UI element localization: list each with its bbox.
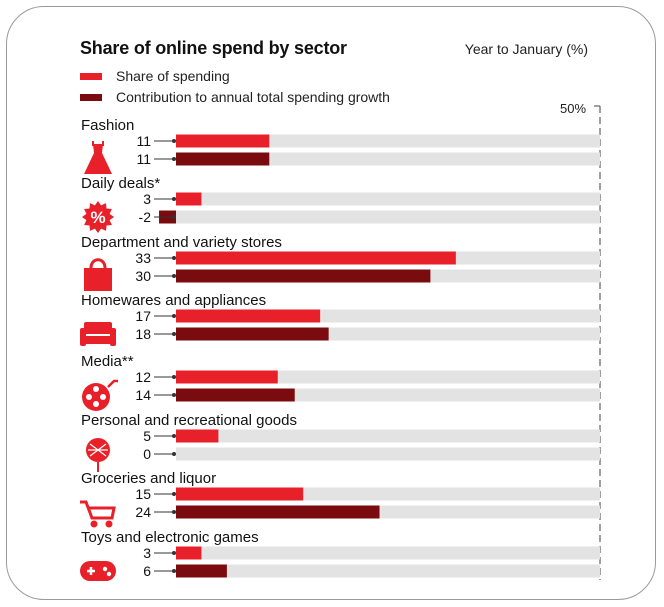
leader-dot xyxy=(172,551,176,555)
sector-label: Department and variety stores xyxy=(81,234,282,251)
value-label: 30 xyxy=(135,268,151,284)
lollipop-icon xyxy=(86,438,110,472)
bar-track xyxy=(176,370,600,384)
svg-text:%: % xyxy=(90,208,105,227)
sofa-icon xyxy=(80,322,116,346)
bar-growth xyxy=(176,269,431,283)
leader-dot xyxy=(172,510,176,514)
leader-dot xyxy=(172,215,176,219)
bar-track xyxy=(176,546,600,560)
leader-dot xyxy=(172,197,176,201)
bar-track xyxy=(176,210,600,224)
sector-label: Groceries and liquor xyxy=(81,470,216,487)
bar-growth xyxy=(176,505,380,519)
value-label: 24 xyxy=(135,504,151,520)
sector-label: Fashion xyxy=(81,117,134,134)
bar-growth xyxy=(176,327,329,341)
chart-subtitle: Year to January (%) xyxy=(464,41,588,57)
value-label: 11 xyxy=(136,133,151,149)
bar-track xyxy=(176,564,600,578)
bar-share xyxy=(176,370,278,384)
leader-dot xyxy=(172,375,176,379)
bar-share xyxy=(176,429,219,443)
percent-badge-icon: % xyxy=(82,201,114,233)
scale-max-label: 50% xyxy=(560,101,587,116)
shopping-bag-icon xyxy=(84,258,112,291)
bar-share xyxy=(176,309,321,323)
legend-item-share: Share of spending xyxy=(80,68,230,84)
value-label: 15 xyxy=(135,486,151,502)
chart-frame xyxy=(6,6,656,600)
film-reel-icon xyxy=(82,379,118,411)
sector-label: Media** xyxy=(81,353,134,370)
value-label: 3 xyxy=(143,545,151,561)
dress-icon xyxy=(84,141,112,174)
legend-label-share: Share of spending xyxy=(116,68,230,84)
leader-dot xyxy=(172,157,176,161)
chart-title: Share of online spend by sector xyxy=(80,38,347,58)
sector-label: Homewares and appliances xyxy=(81,292,266,309)
leader-dot xyxy=(172,139,176,143)
leader-dot xyxy=(172,434,176,438)
bar-growth xyxy=(176,152,270,166)
legend-item-growth: Contribution to annual total spending gr… xyxy=(80,89,390,105)
bar-track xyxy=(176,134,600,148)
bar-growth xyxy=(176,388,295,402)
value-label: 18 xyxy=(135,326,151,342)
bar-track xyxy=(176,429,600,443)
value-label: 6 xyxy=(143,563,151,579)
value-label: 5 xyxy=(143,428,151,444)
legend-swatch-growth xyxy=(80,93,102,101)
sector-label: Daily deals* xyxy=(81,175,160,192)
value-label: 33 xyxy=(135,250,151,266)
bar-share xyxy=(176,487,304,501)
bar-growth xyxy=(176,564,227,578)
value-label: 0 xyxy=(143,446,151,462)
value-label: 14 xyxy=(135,387,151,403)
leader-dot xyxy=(172,452,176,456)
value-label: -2 xyxy=(139,209,152,225)
game-controller-icon xyxy=(80,561,116,581)
leader-dot xyxy=(172,393,176,397)
shopping-cart-icon xyxy=(80,500,116,528)
bar-track xyxy=(176,152,600,166)
value-label: 3 xyxy=(143,191,151,207)
legend-label-growth: Contribution to annual total spending gr… xyxy=(116,89,390,105)
bar-track xyxy=(176,447,600,461)
leader-dot xyxy=(172,332,176,336)
leader-dot xyxy=(172,314,176,318)
leader-dot xyxy=(172,569,176,573)
sector-label: Toys and electronic games xyxy=(81,529,259,546)
value-label: 17 xyxy=(135,308,151,324)
bar-track xyxy=(176,192,600,206)
legend-swatch-share xyxy=(80,72,102,80)
bar-share xyxy=(176,134,270,148)
value-label: 12 xyxy=(135,369,151,385)
sector-label: Personal and recreational goods xyxy=(81,412,297,429)
bar-share xyxy=(176,546,202,560)
bar-share xyxy=(176,251,456,265)
bar-share xyxy=(176,192,202,206)
leader-dot xyxy=(172,256,176,260)
value-label: 11 xyxy=(136,151,151,167)
leader-dot xyxy=(172,492,176,496)
leader-dot xyxy=(172,274,176,278)
